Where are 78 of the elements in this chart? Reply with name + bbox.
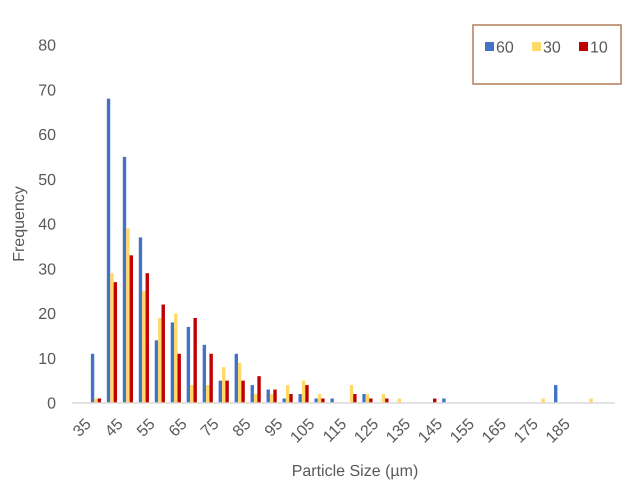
bar xyxy=(302,380,306,403)
y-tick-label: 0 xyxy=(47,396,56,413)
bar xyxy=(170,322,174,403)
x-tick-label: 65 xyxy=(166,416,191,440)
x-tick-label: 85 xyxy=(230,416,255,440)
bar xyxy=(398,398,402,403)
x-tick-label: 185 xyxy=(542,416,574,447)
y-axis-title: Frequency xyxy=(11,186,28,262)
bar xyxy=(209,354,213,403)
bar xyxy=(174,314,178,403)
x-tick-label: 115 xyxy=(320,416,350,446)
y-tick-label: 50 xyxy=(38,172,56,189)
x-tick-label: 155 xyxy=(447,416,478,447)
bar xyxy=(206,385,210,403)
bar xyxy=(186,326,190,403)
bar xyxy=(126,228,130,403)
bar xyxy=(238,362,242,403)
y-tick-label: 30 xyxy=(38,261,56,278)
legend-label: 30 xyxy=(543,40,561,57)
bar xyxy=(222,367,226,403)
x-tick-label: 145 xyxy=(415,416,446,447)
x-tick-label: 75 xyxy=(198,416,223,440)
bar xyxy=(282,398,286,403)
y-tick-label: 70 xyxy=(38,82,56,100)
bar xyxy=(321,398,325,403)
bar xyxy=(369,398,373,403)
bar xyxy=(98,398,102,403)
bar xyxy=(110,273,114,403)
bar xyxy=(442,398,446,403)
y-tick-label: 60 xyxy=(38,127,56,144)
bar xyxy=(178,354,181,403)
bar xyxy=(190,385,194,403)
bar xyxy=(154,340,158,403)
y-tick-label: 40 xyxy=(38,216,56,234)
bar xyxy=(142,291,146,403)
bar xyxy=(433,398,436,403)
bar xyxy=(90,354,94,403)
x-tick-label: 165 xyxy=(479,416,510,447)
bar xyxy=(257,376,261,403)
y-tick-label: 20 xyxy=(38,306,56,324)
bar xyxy=(554,385,558,403)
x-axis-title: Particle Size (µm) xyxy=(292,463,418,480)
bar xyxy=(218,380,222,403)
bar xyxy=(158,318,162,403)
x-tick-label: 125 xyxy=(351,416,382,447)
bar xyxy=(202,344,206,403)
bar xyxy=(266,390,270,403)
bar xyxy=(130,255,133,403)
bar xyxy=(114,282,118,403)
bar xyxy=(225,380,229,403)
bar xyxy=(146,273,149,403)
bar xyxy=(286,385,290,403)
bar xyxy=(541,398,545,403)
bar xyxy=(234,354,238,403)
bar xyxy=(330,398,334,403)
bar xyxy=(385,398,389,403)
bar xyxy=(162,304,165,403)
bar xyxy=(241,380,245,403)
y-tick-label: 80 xyxy=(38,38,56,55)
bar xyxy=(250,385,254,403)
bar xyxy=(353,394,357,403)
bar xyxy=(270,394,274,403)
bar xyxy=(382,394,386,403)
bar xyxy=(193,318,197,403)
x-tick-label: 135 xyxy=(383,416,414,447)
x-tick-label: 35 xyxy=(70,416,95,440)
bar xyxy=(362,394,366,403)
y-tick-label: 10 xyxy=(38,350,56,368)
x-tick-label: 45 xyxy=(102,416,127,440)
x-tick-label: 105 xyxy=(287,416,318,447)
x-tick-label: 175 xyxy=(511,416,542,447)
bar xyxy=(254,394,258,403)
bar xyxy=(298,394,302,403)
bar xyxy=(314,398,318,403)
legend-label: 10 xyxy=(590,40,608,57)
x-tick-label: 55 xyxy=(134,416,159,440)
x-tick-label: 95 xyxy=(262,416,286,440)
legend-label: 60 xyxy=(496,40,514,57)
